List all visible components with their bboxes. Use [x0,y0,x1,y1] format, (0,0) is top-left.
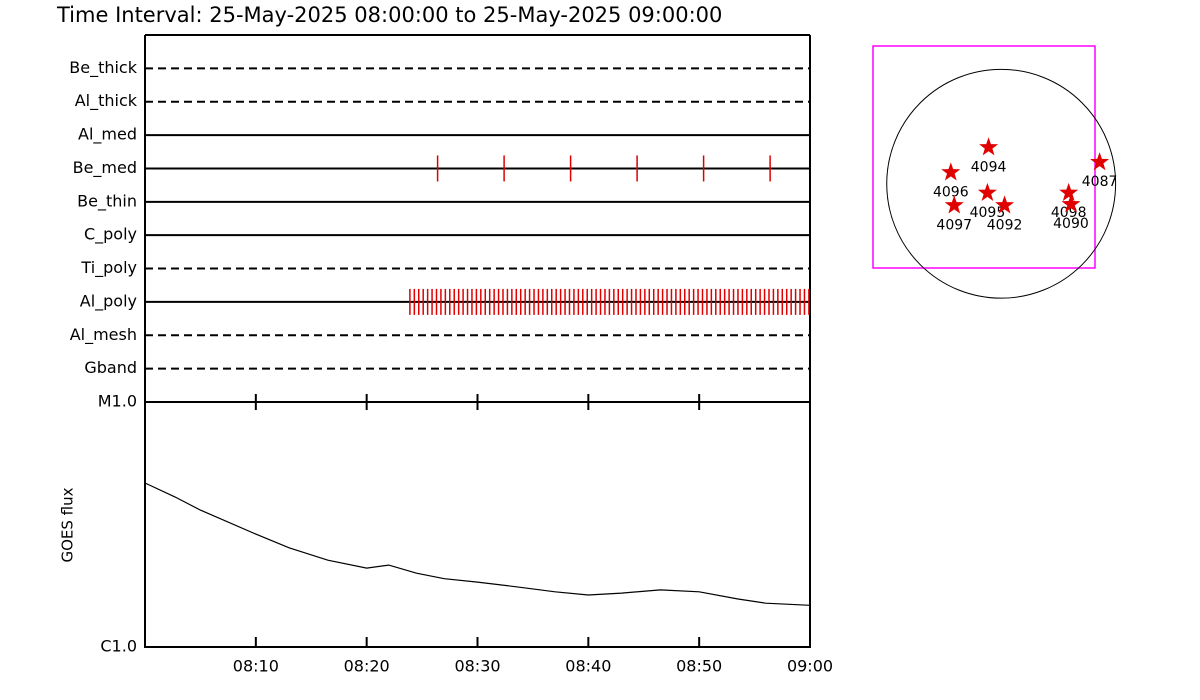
x-tick-label: 09:00 [787,657,833,676]
filter-label: Be_thick [69,58,137,78]
region-star [979,137,999,156]
region-star [1090,152,1110,171]
y-axis-label: GOES flux [59,487,77,562]
filter-label: Gband [84,358,137,377]
goes-flux-line [144,482,811,606]
field-of-view [872,45,1096,269]
filter-label: Al_thick [75,91,138,111]
x-tick-label: 08:50 [676,657,722,676]
filter-label: C_poly [84,225,137,245]
plot-frame [144,401,811,648]
x-tick-label: 08:20 [344,657,390,676]
region-label: 4094 [971,159,1007,175]
region-label: 4087 [1082,174,1118,190]
region-star [941,162,961,181]
region-star [1061,194,1081,213]
y-tick-label: C1.0 [100,637,137,656]
region-star [977,182,997,201]
x-tick-label: 08:40 [565,657,611,676]
plot-title: Time Interval: 25-May-2025 08:00:00 to 2… [56,3,722,27]
filter-label: Al_med [78,125,137,145]
filter-label: Be_thin [77,191,137,211]
filter-label: Al_mesh [70,325,137,345]
x-tick-label: 08:30 [454,657,500,676]
region-label: 4096 [933,184,969,200]
filter-label: Ti_poly [80,258,137,278]
x-tick-label: 08:10 [233,657,279,676]
region-label: 4090 [1053,216,1089,232]
region-label: 4097 [936,217,972,233]
region-label: 4098 [1051,205,1087,221]
region-star [995,195,1015,214]
y-tick-label: M1.0 [98,392,137,411]
region-star [944,195,964,214]
filter-label: Be_med [73,158,137,178]
region-star [1059,182,1079,201]
region-label: 4092 [987,217,1023,233]
region-label: 4095 [970,205,1006,221]
filter-label: Al_poly [80,291,137,311]
solar-limb [886,68,1117,299]
